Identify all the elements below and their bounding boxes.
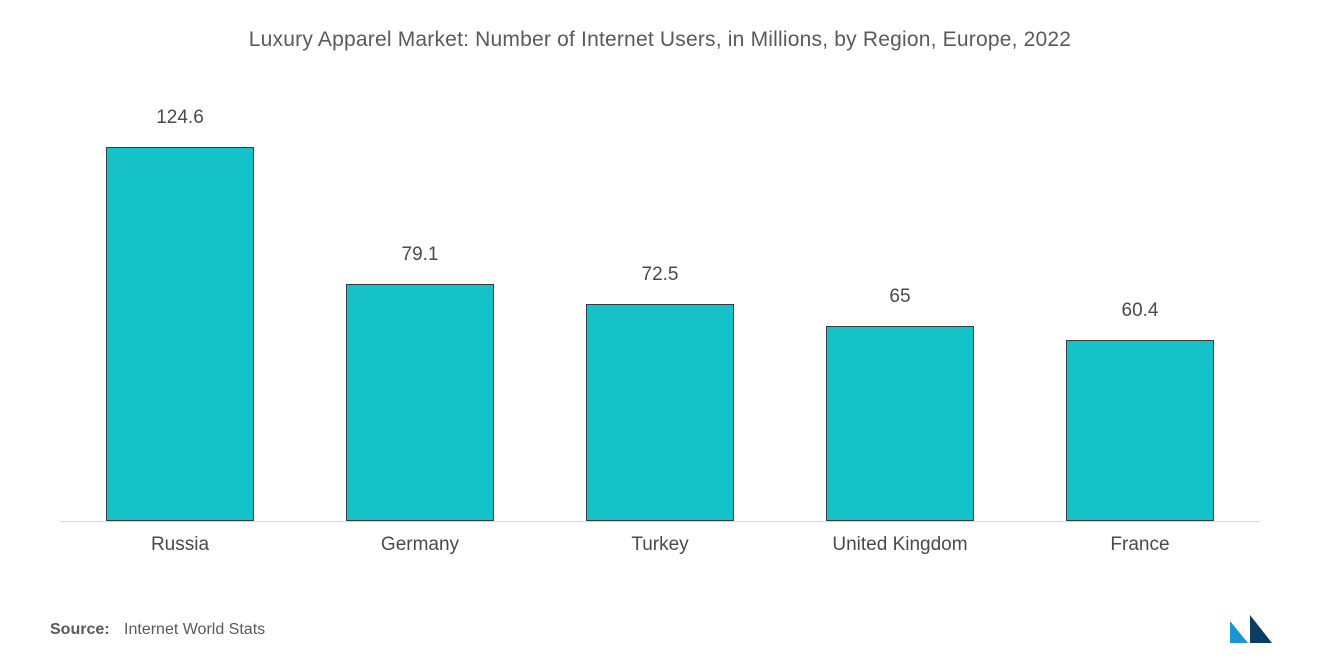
x-axis-labels: RussiaGermanyTurkeyUnited KingdomFrance bbox=[60, 534, 1260, 556]
bar bbox=[586, 304, 734, 522]
bar-group: 79.1 bbox=[300, 102, 540, 521]
bar-value-label: 60.4 bbox=[1122, 300, 1159, 322]
bar bbox=[106, 147, 254, 521]
bar-group: 72.5 bbox=[540, 102, 780, 521]
logo-shape-2 bbox=[1250, 615, 1272, 643]
x-axis-label: Germany bbox=[300, 534, 540, 556]
source-text: Internet World Stats bbox=[124, 621, 265, 638]
bar-group: 65 bbox=[780, 102, 1020, 521]
chart-container: Luxury Apparel Market: Number of Interne… bbox=[0, 0, 1320, 665]
bar bbox=[1066, 340, 1214, 521]
bar-value-label: 65 bbox=[889, 286, 910, 308]
chart-title: Luxury Apparel Market: Number of Interne… bbox=[50, 28, 1270, 52]
logo-shape-1 bbox=[1230, 621, 1248, 643]
bar-value-label: 124.6 bbox=[156, 107, 204, 129]
x-axis-label: France bbox=[1020, 534, 1260, 556]
x-axis-label: Turkey bbox=[540, 534, 780, 556]
bar-value-label: 72.5 bbox=[642, 264, 679, 286]
bar bbox=[826, 326, 974, 521]
bar bbox=[346, 284, 494, 521]
brand-logo bbox=[1226, 613, 1280, 647]
plot-area: 124.6 79.1 72.5 65 60.4 bbox=[60, 102, 1260, 522]
bar-group: 124.6 bbox=[60, 102, 300, 521]
x-axis-label: Russia bbox=[60, 534, 300, 556]
bar-group: 60.4 bbox=[1020, 102, 1260, 521]
bar-value-label: 79.1 bbox=[402, 244, 439, 266]
source-prefix: Source: bbox=[50, 621, 110, 638]
x-axis-label: United Kingdom bbox=[780, 534, 1020, 556]
source-line: Source: Internet World Stats bbox=[50, 621, 265, 639]
